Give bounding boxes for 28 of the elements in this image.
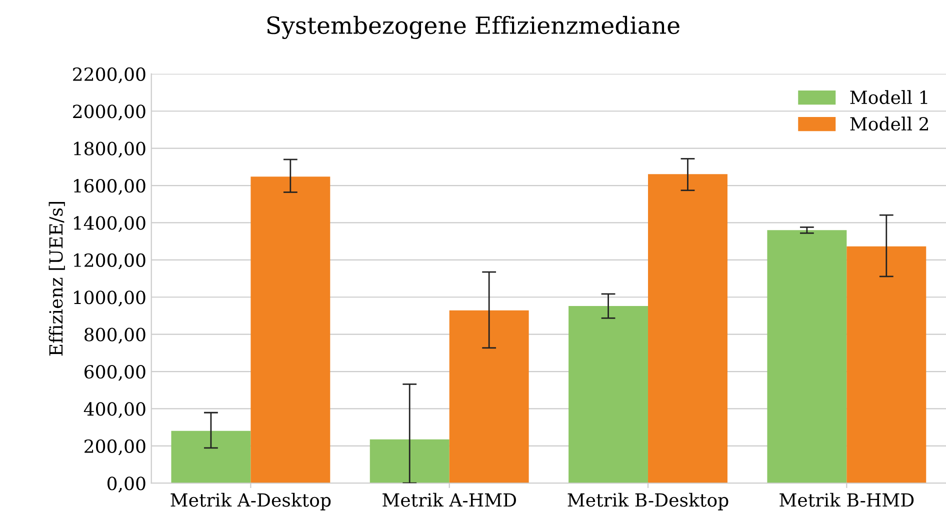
bar: [568, 306, 648, 484]
x-tick-label: Metrik A-Desktop: [170, 492, 331, 510]
y-tick-label: 2000,00: [73, 104, 146, 120]
bar: [846, 246, 926, 484]
x-tick-label: Metrik B-HMD: [780, 492, 914, 507]
y-tick-label: 800,00: [84, 328, 146, 344]
y-tick-label: 1800,00: [74, 142, 146, 158]
y-tick-label: 2200,00: [73, 67, 146, 84]
y-tick-label: 600,00: [84, 364, 146, 381]
y-tick-label: 400,00: [84, 402, 146, 418]
legend-label: Modell 2: [850, 116, 928, 131]
y-tick-label: 1600,00: [74, 178, 146, 195]
legend-label: Modell 1: [850, 90, 928, 104]
y-axis-title: Effizienz [UEE/s]: [48, 202, 65, 356]
y-tick-label: 200,00: [84, 439, 146, 456]
bar: [767, 230, 847, 484]
y-tick-label: 1400,00: [74, 216, 146, 232]
chart-title: Systembezogene Effizienzmediane: [267, 16, 680, 40]
bar: [370, 439, 450, 484]
bar: [171, 430, 251, 484]
x-tick-label: Metrik A-HMD: [382, 492, 516, 507]
bar: [250, 176, 330, 484]
bar: [449, 310, 529, 484]
y-tick-label: 1200,00: [74, 253, 146, 270]
y-tick-label: 1000,00: [74, 290, 146, 306]
bar: [648, 174, 728, 484]
y-tick-label: 0,00: [107, 476, 146, 492]
x-tick-label: Metrik B-Desktop: [568, 492, 728, 510]
